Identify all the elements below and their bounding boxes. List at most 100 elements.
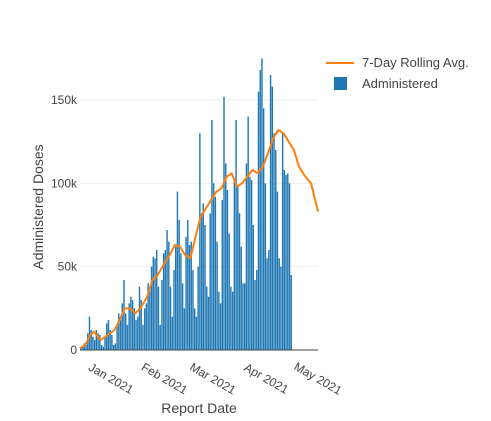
bar	[249, 176, 251, 350]
bar	[90, 330, 92, 350]
bar	[266, 258, 268, 350]
bar	[240, 246, 242, 350]
bar	[254, 280, 256, 350]
legend-label-administered[interactable]: Administered	[362, 76, 438, 91]
bar	[252, 225, 255, 350]
bar	[261, 58, 263, 350]
bar	[204, 225, 206, 350]
bar	[97, 333, 99, 350]
bar	[199, 133, 201, 350]
bar	[209, 213, 211, 350]
bar	[143, 308, 146, 350]
bar	[175, 246, 177, 350]
bar	[233, 180, 236, 350]
bar	[238, 213, 241, 350]
bar	[235, 120, 237, 350]
bar	[242, 283, 244, 350]
bar	[92, 336, 94, 350]
bar	[181, 283, 184, 350]
bar	[247, 116, 249, 351]
bar	[157, 286, 160, 350]
y-axis-title: Administered Doses	[30, 144, 46, 269]
bar	[145, 303, 148, 350]
bar	[231, 291, 234, 350]
y-tick-label: 100k	[51, 176, 78, 190]
bar	[275, 150, 277, 350]
bar	[264, 183, 267, 350]
bar	[243, 283, 246, 350]
bar	[85, 345, 87, 350]
bar	[281, 133, 284, 350]
bar	[169, 286, 172, 350]
bar	[211, 120, 213, 350]
bar	[135, 320, 137, 350]
bar	[109, 330, 111, 350]
x-tick-label: Mar 2021	[187, 360, 238, 398]
bar	[268, 250, 270, 350]
bar	[278, 258, 280, 350]
bar	[168, 241, 170, 350]
bar	[142, 325, 144, 350]
legend-label-rolling-average[interactable]: 7-Day Rolling Avg.	[362, 55, 469, 70]
line-series-rolling-average	[79, 129, 319, 350]
y-tick-label: 0	[70, 343, 77, 357]
bar	[116, 326, 118, 350]
bar	[285, 175, 287, 350]
bar	[99, 335, 101, 350]
bar	[195, 316, 198, 350]
bar	[192, 270, 194, 350]
y-tick-label: 150k	[51, 93, 78, 107]
bar	[88, 316, 91, 350]
bar	[183, 308, 186, 350]
bar	[206, 286, 208, 350]
y-tick-label: 50k	[58, 260, 78, 274]
bar	[159, 325, 161, 350]
bar	[250, 180, 253, 350]
bar	[197, 266, 199, 350]
bar	[111, 335, 113, 350]
bar	[130, 296, 132, 350]
x-tick-label: Feb 2021	[139, 360, 190, 398]
bar	[104, 336, 106, 350]
gridlines	[80, 99, 318, 268]
bar	[219, 303, 222, 350]
bar	[162, 253, 165, 350]
bar	[256, 270, 258, 350]
bar	[180, 253, 182, 350]
bar	[280, 266, 282, 350]
bar	[156, 250, 158, 350]
bar	[128, 303, 130, 350]
bar-series-administered	[80, 58, 292, 351]
bar	[124, 313, 127, 350]
bar	[95, 330, 98, 350]
bar	[137, 316, 139, 350]
bar	[178, 220, 180, 350]
bar	[271, 86, 274, 351]
bar	[202, 203, 205, 350]
bar	[133, 308, 136, 350]
bar	[257, 91, 260, 351]
bar	[223, 96, 225, 351]
x-axis-title: Report Date	[161, 400, 237, 416]
bar	[288, 183, 291, 350]
bar	[147, 283, 149, 350]
bar	[269, 75, 272, 350]
bar	[245, 163, 248, 350]
bar	[187, 220, 189, 350]
bar	[150, 266, 153, 350]
bar	[230, 286, 232, 350]
bar	[102, 346, 104, 350]
bar	[287, 173, 289, 350]
bar	[193, 308, 196, 350]
bar	[161, 280, 163, 350]
bar	[140, 300, 142, 350]
bar	[154, 258, 156, 350]
bar	[149, 290, 151, 350]
bar	[131, 300, 134, 350]
bar	[166, 230, 168, 350]
legend: 7-Day Rolling Avg. Administered	[326, 55, 469, 91]
bar	[93, 340, 96, 350]
